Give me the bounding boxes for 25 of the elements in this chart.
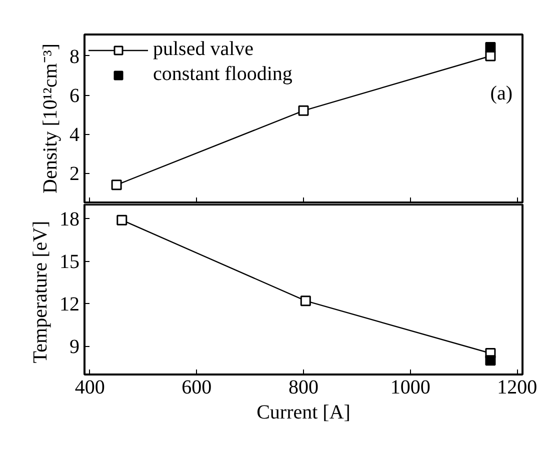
point xyxy=(485,355,496,366)
y-tick-label: 4 xyxy=(70,124,80,146)
y-tick-label: 6 xyxy=(70,85,80,108)
point xyxy=(485,42,496,52)
y-axis-title: Density [10¹²cm⁻³] xyxy=(40,44,62,194)
legend-label: pulsed valve xyxy=(153,38,254,61)
x-tick-label: 1000 xyxy=(390,376,430,398)
x-tick-label: 800 xyxy=(288,376,318,398)
x-axis-title: Current [A] xyxy=(256,402,350,424)
y-tick-label: 12 xyxy=(60,294,80,316)
point xyxy=(300,296,311,306)
point xyxy=(116,214,128,226)
legend-label: constant flooding xyxy=(153,63,292,86)
x-tick-label: 400 xyxy=(74,376,105,398)
y-tick-label: 9 xyxy=(70,336,80,358)
y-tick-label: 2 xyxy=(70,163,80,186)
point xyxy=(298,105,309,116)
x-tick-label: 600 xyxy=(182,376,212,398)
y-tick-label: 15 xyxy=(60,251,80,274)
y-axis-title: Temperature [eV] xyxy=(30,220,52,364)
x-tick-label: 1200 xyxy=(497,376,538,398)
point xyxy=(111,180,122,190)
annotation: (a) xyxy=(490,82,513,104)
y-tick-label: 18 xyxy=(60,208,80,231)
y-tick-label: 8 xyxy=(70,46,80,68)
